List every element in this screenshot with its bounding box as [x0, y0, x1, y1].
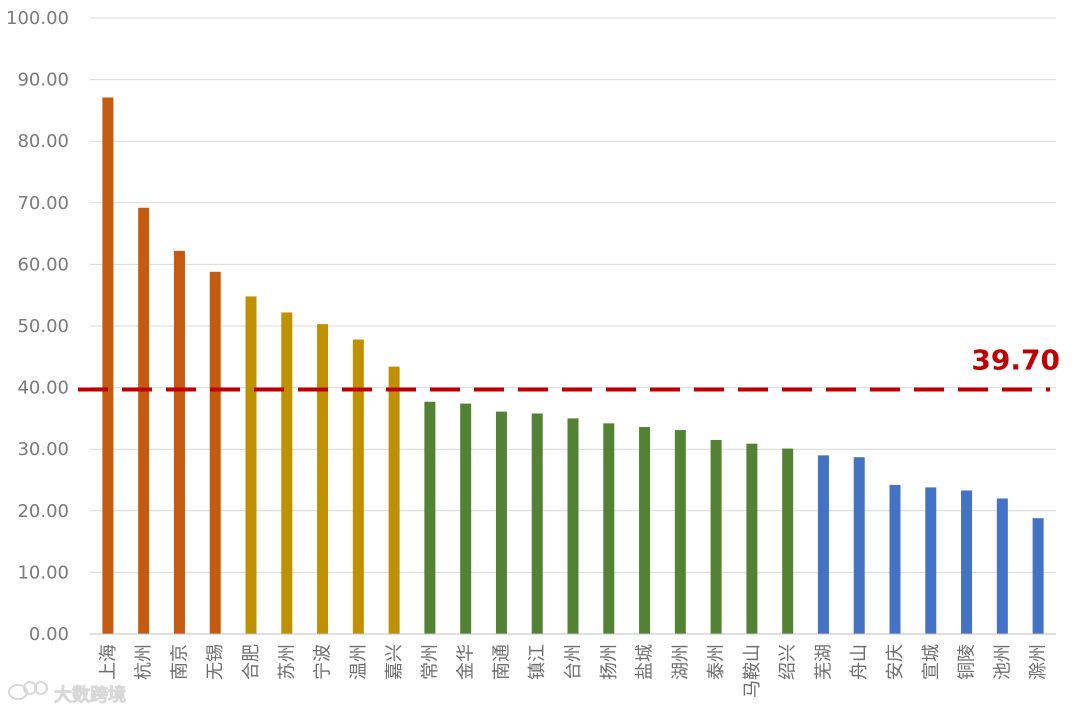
y-tick-label: 30.00 — [17, 439, 69, 460]
bar — [603, 423, 615, 634]
x-tick-label: 苏州 — [277, 644, 298, 680]
bar — [317, 324, 329, 634]
reference-line-group: 39.70 — [78, 343, 1060, 392]
y-tick-label: 70.00 — [17, 193, 69, 214]
y-tick-label: 90.00 — [17, 70, 69, 91]
bars — [102, 97, 1044, 635]
x-axis-ticks: 上海 杭州 南京 无锡 合肥 苏州 宁波 温州 嘉兴 常州 金华 南通 镇江 台州 扬州 盐城 湖州 泰州 马鞍山绍… — [98, 644, 1049, 698]
x-tick-label: 滁州 — [1028, 644, 1049, 680]
x-tick-label: 合肥 — [241, 644, 262, 680]
x-tick-label: 盐城 — [635, 644, 656, 680]
bar — [817, 455, 829, 634]
bar — [495, 411, 507, 634]
x-tick-label: 舟山 — [849, 644, 870, 680]
y-tick-label: 60.00 — [17, 254, 69, 275]
bar — [460, 403, 472, 634]
bar — [996, 498, 1008, 634]
weibo-icon — [8, 681, 48, 700]
bar — [853, 457, 865, 634]
bar — [639, 427, 651, 634]
x-tick-label: 绍兴 — [778, 644, 799, 680]
y-axis-ticks: 0.00 10.00 20.00 30.00 40.00 50.00 60.00 70.00 8… — [6, 8, 69, 645]
x-tick-label: 上海 — [98, 644, 119, 680]
watermark: 大数跨境 — [8, 681, 126, 706]
bar — [352, 339, 364, 634]
bar — [388, 366, 400, 634]
x-tick-label: 宁波 — [313, 644, 334, 680]
bar — [281, 312, 293, 634]
y-tick-label: 20.00 — [17, 501, 69, 522]
x-tick-label: 温州 — [348, 644, 369, 680]
x-tick-label: 芜湖 — [813, 644, 834, 680]
x-tick-label: 南京 — [169, 644, 190, 680]
watermark-text: 大数跨境 — [54, 684, 126, 706]
y-tick-label: 100.00 — [6, 8, 69, 29]
x-tick-label: 安庆 — [885, 644, 906, 680]
bar — [925, 487, 937, 634]
x-tick-label: 宣城 — [921, 644, 942, 680]
bar — [782, 448, 794, 634]
bar — [961, 490, 973, 634]
x-tick-label: 铜陵 — [957, 644, 978, 680]
x-tick-label: 常州 — [420, 644, 441, 680]
x-tick-label: 杭州 — [134, 644, 155, 680]
x-tick-label: 泰州 — [706, 644, 727, 680]
x-tick-label: 扬州 — [599, 644, 620, 680]
x-tick-label: 南通 — [491, 644, 512, 680]
bar — [1032, 518, 1044, 634]
y-tick-label: 0.00 — [29, 624, 69, 645]
bar — [209, 271, 221, 634]
y-tick-label: 40.00 — [17, 378, 69, 399]
y-tick-label: 50.00 — [17, 316, 69, 337]
bar — [746, 443, 758, 634]
bar — [245, 296, 257, 634]
bar — [567, 418, 579, 634]
bar — [424, 401, 436, 634]
bar — [889, 484, 901, 634]
x-tick-label: 嘉兴 — [384, 644, 405, 680]
bar — [674, 430, 686, 634]
x-tick-label: 台州 — [563, 644, 584, 680]
x-tick-label: 湖州 — [670, 644, 691, 680]
x-tick-label: 马鞍山 — [742, 644, 763, 698]
bar — [173, 250, 185, 634]
reference-line-label: 39.70 — [971, 343, 1060, 376]
bar — [531, 413, 543, 634]
y-tick-label: 10.00 — [17, 562, 69, 583]
bar — [710, 439, 722, 634]
bar — [102, 97, 114, 635]
y-tick-label: 80.00 — [17, 131, 69, 152]
x-tick-label: 无锡 — [205, 644, 226, 680]
x-tick-label: 池州 — [992, 644, 1013, 680]
x-tick-label: 镇江 — [527, 644, 548, 680]
x-tick-label: 金华 — [456, 644, 477, 680]
bar — [138, 207, 150, 634]
